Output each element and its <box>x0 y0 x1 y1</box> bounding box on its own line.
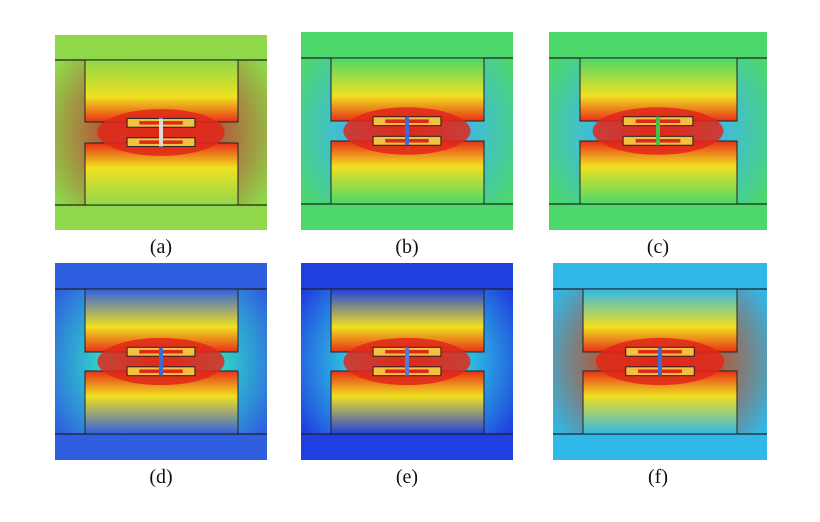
field-map-d <box>55 263 267 460</box>
center-strip <box>159 347 163 376</box>
caption-f: (f) <box>648 466 668 488</box>
caption-d: (d) <box>149 466 173 488</box>
bottom-band <box>553 434 767 460</box>
bottom-band <box>301 204 513 230</box>
top-band <box>55 263 267 289</box>
caption-b: (b) <box>395 236 419 258</box>
bottom-band <box>55 434 267 460</box>
caption-c: (c) <box>646 236 670 258</box>
panel-a <box>55 35 267 230</box>
caption-a: (a) <box>149 236 173 258</box>
panel-d <box>55 263 267 460</box>
bottom-band <box>301 434 513 460</box>
top-band <box>549 32 767 58</box>
center-strip <box>656 116 660 146</box>
top-band <box>301 263 513 289</box>
field-map-c <box>549 32 767 230</box>
top-band <box>553 263 767 289</box>
top-band <box>301 32 513 58</box>
panel-f <box>553 263 767 460</box>
top-band <box>55 35 267 60</box>
lower-block <box>84 142 239 206</box>
panel-e <box>301 263 513 460</box>
center-strip <box>658 347 662 376</box>
field-map-f <box>553 263 767 460</box>
center-strip <box>405 116 409 146</box>
caption-e: (e) <box>395 466 419 488</box>
center-strip <box>405 347 409 376</box>
panel-c <box>549 32 767 230</box>
panel-b <box>301 32 513 230</box>
field-map-e <box>301 263 513 460</box>
field-map-a <box>55 35 267 230</box>
bottom-band <box>55 205 267 230</box>
bottom-band <box>549 204 767 230</box>
field-map-b <box>301 32 513 230</box>
center-strip <box>159 118 163 147</box>
